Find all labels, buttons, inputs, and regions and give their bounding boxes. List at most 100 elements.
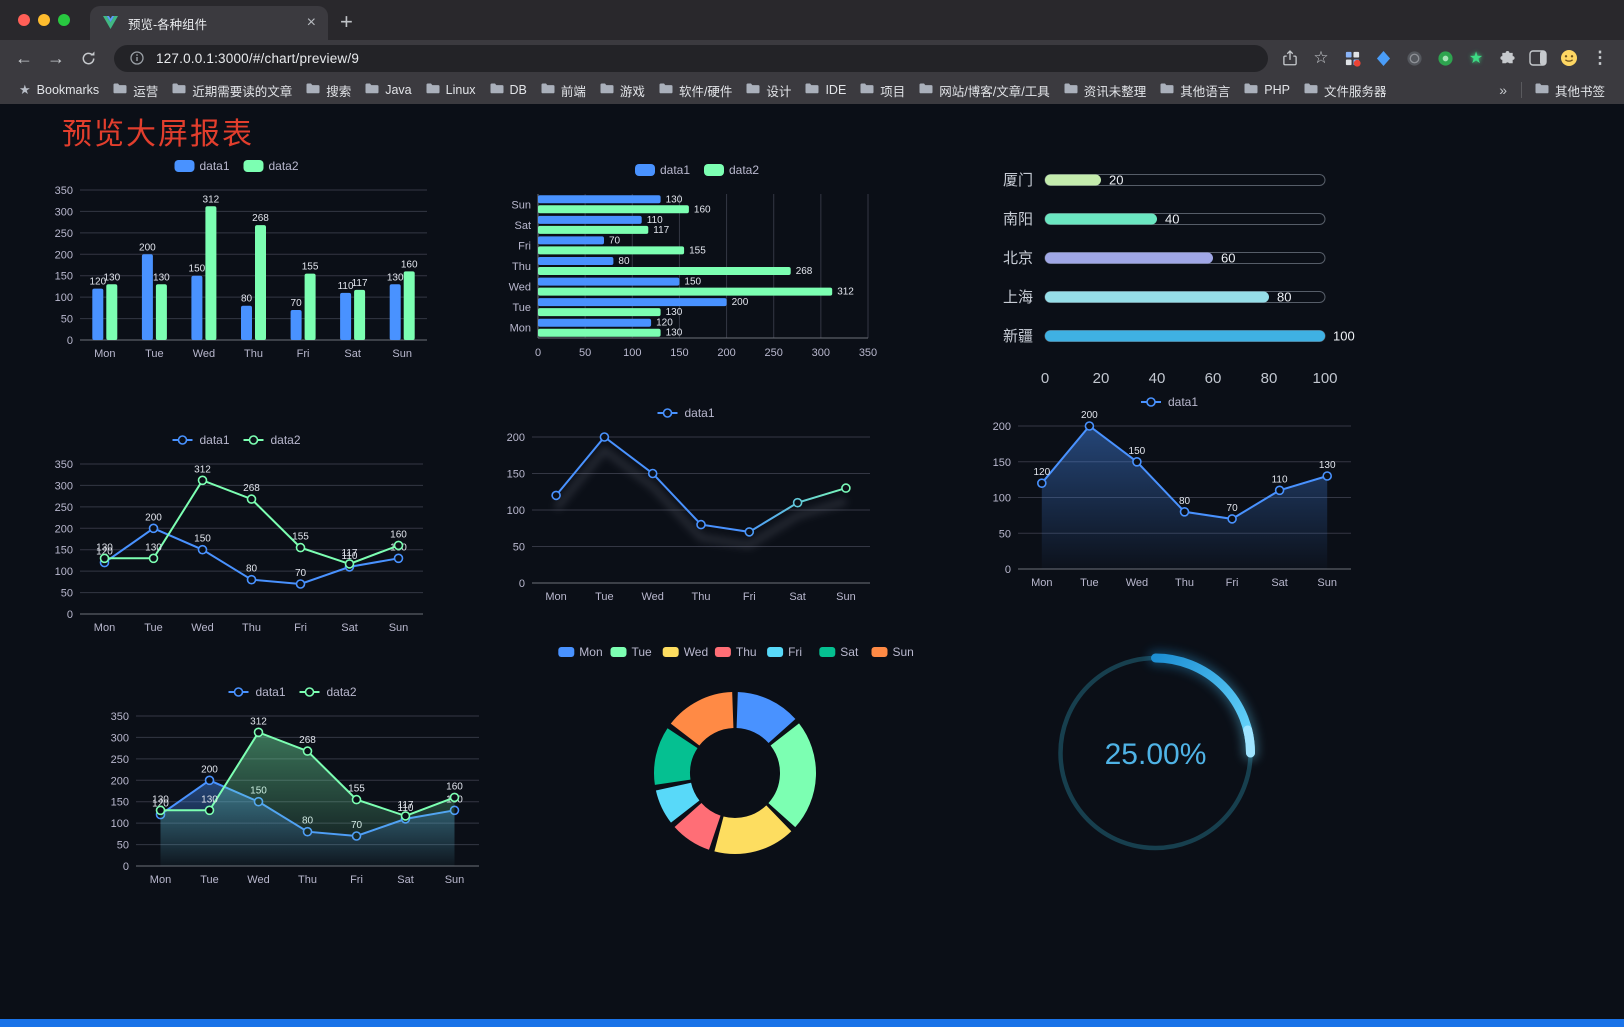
svg-text:Fri: Fri xyxy=(518,240,531,252)
chart-dual-line[interactable]: data1 data2 0 50 100 150 200 250 300 350 Mon Tue Wed… xyxy=(40,422,435,644)
svg-text:160: 160 xyxy=(446,781,463,792)
chart-city-progress[interactable]: 厦门 20 南阳 40 北京 60 上海 80 新疆 100 0 20 40 60 80 100 xyxy=(985,156,1367,396)
bookmark-folder-item[interactable]: 其他语言 xyxy=(1153,78,1237,103)
extension-globe-icon[interactable] xyxy=(1404,48,1424,68)
chart-percent-gauge[interactable]: 25.00% xyxy=(1038,638,1273,868)
svg-text:Mon: Mon xyxy=(510,323,531,335)
svg-text:80: 80 xyxy=(1277,290,1291,305)
chart-single-line[interactable]: data1 0 50 100 150 200 Mon Tue Wed Thu Fri Sat Sun xyxy=(492,395,882,613)
svg-text:Fri: Fri xyxy=(1226,577,1239,589)
browser-tab[interactable]: 预览-各种组件 × xyxy=(90,6,328,40)
extensions-puzzle-icon[interactable] xyxy=(1497,48,1517,68)
svg-text:data1: data1 xyxy=(200,159,230,173)
svg-text:150: 150 xyxy=(1129,446,1146,457)
svg-text:Thu: Thu xyxy=(512,261,531,273)
chart-single-area[interactable]: data1 0 50 100 150 200 Mon Tue Wed Thu Fri Sat Sun 12… xyxy=(978,384,1363,599)
svg-text:200: 200 xyxy=(993,421,1011,433)
bookmark-label: 文件服务器 xyxy=(1323,84,1387,99)
folder-icon xyxy=(1304,83,1318,97)
svg-text:Mon: Mon xyxy=(94,622,115,634)
svg-text:新疆: 新疆 xyxy=(1003,328,1033,345)
chart-weekday-donut[interactable]: Mon Tue Wed Thu Fri Sat Sun xyxy=(540,638,930,878)
bookmark-folder-item[interactable]: 运营 xyxy=(106,78,165,103)
bookmark-folder-item[interactable]: 网站/博客/文章/工具 xyxy=(912,78,1056,103)
bookmark-folder-item[interactable]: IDE xyxy=(798,80,853,100)
zoom-window-button[interactable] xyxy=(58,14,70,26)
extension-kite-icon[interactable] xyxy=(1373,48,1393,68)
page-info-icon[interactable] xyxy=(127,48,147,68)
new-tab-button[interactable]: + xyxy=(340,9,353,34)
svg-text:data1: data1 xyxy=(1168,395,1198,409)
extension-green-star-icon[interactable]: ★ xyxy=(1468,50,1484,67)
bookmark-label: 资讯未整理 xyxy=(1083,84,1147,99)
svg-text:200: 200 xyxy=(139,242,156,253)
svg-text:Tue: Tue xyxy=(200,874,219,886)
bookmark-folder-item[interactable]: Java xyxy=(358,80,418,100)
svg-text:50: 50 xyxy=(61,314,73,326)
tab-strip: 预览-各种组件 × + xyxy=(0,0,1624,40)
folder-icon xyxy=(659,83,673,97)
bookmark-folder-item[interactable]: 游戏 xyxy=(593,78,652,103)
back-button[interactable]: ← xyxy=(15,47,33,68)
svg-text:130: 130 xyxy=(103,272,120,283)
minimize-window-button[interactable] xyxy=(38,14,50,26)
svg-text:Tue: Tue xyxy=(1080,577,1099,589)
svg-text:Thu: Thu xyxy=(1175,577,1194,589)
folder-icon xyxy=(365,83,379,97)
svg-text:Tue: Tue xyxy=(632,645,653,659)
bookmarks-overflow-chevron[interactable]: » xyxy=(1499,82,1507,98)
svg-text:data1: data1 xyxy=(685,406,715,420)
bookmark-folder-item[interactable]: PHP xyxy=(1237,80,1297,100)
svg-text:150: 150 xyxy=(111,797,129,809)
other-bookmarks-item[interactable]: 其他书签 xyxy=(1528,78,1612,103)
extension-grid-icon[interactable] xyxy=(1342,48,1362,68)
svg-text:130: 130 xyxy=(666,307,683,318)
city-progress-svg: 厦门 20 南阳 40 北京 60 上海 80 新疆 100 0 20 40 60 80 100 xyxy=(1003,172,1355,387)
svg-text:60: 60 xyxy=(1221,251,1235,266)
page-content: 预览大屏报表 data1 data2 0 50 100 150 200 250 300 350 Mo… xyxy=(0,104,1624,1027)
svg-text:130: 130 xyxy=(152,794,169,805)
browser-menu-icon[interactable]: ⋮ xyxy=(1591,48,1609,67)
single-line-gradient-svg: data1 0 50 100 150 200 Mon Tue Wed Thu Fri Sat Sun xyxy=(507,406,870,603)
svg-text:160: 160 xyxy=(390,529,407,540)
tab-title: 预览-各种组件 xyxy=(128,17,208,32)
bookmark-folder-item[interactable]: 前端 xyxy=(534,78,593,103)
tab-close-icon[interactable]: × xyxy=(306,14,316,31)
bookmark-folder-item[interactable]: 项目 xyxy=(853,78,912,103)
bookmark-folder-item[interactable]: 近期需要读的文章 xyxy=(165,78,299,103)
reload-button[interactable] xyxy=(74,44,102,72)
svg-text:130: 130 xyxy=(145,542,162,553)
folder-icon xyxy=(426,83,440,97)
svg-text:40: 40 xyxy=(1165,212,1179,227)
bookmark-folder-item[interactable]: 搜索 xyxy=(299,78,358,103)
svg-text:25.00%: 25.00% xyxy=(1105,738,1207,771)
bookmark-folder-item[interactable]: Linux xyxy=(419,80,483,100)
bookmarks-root-item[interactable]: ★ Bookmarks xyxy=(12,79,106,101)
chart-dual-area[interactable]: data1 data2 0 50 100 150 200 250 300 350 Mon Tue Wed… xyxy=(96,674,491,896)
bookmark-folder-item[interactable]: 设计 xyxy=(739,78,798,103)
bookmarks-bar: ★ Bookmarks 运营 近期需要读的文章 搜索 Java Linux DB 前端 游戏 软… xyxy=(0,76,1624,104)
extension-green-circle-icon[interactable] xyxy=(1435,48,1455,68)
forward-button[interactable]: → xyxy=(47,47,65,68)
svg-text:268: 268 xyxy=(299,735,316,746)
close-window-button[interactable] xyxy=(18,14,30,26)
bookmark-folder-item[interactable]: DB xyxy=(483,80,534,100)
bookmark-label: Linux xyxy=(445,83,476,97)
bookmark-star-icon[interactable]: ☆ xyxy=(1313,48,1329,67)
url-bar[interactable]: 127.0.0.1:3000/#/chart/preview/9 xyxy=(114,44,1268,72)
svg-text:80: 80 xyxy=(618,256,630,267)
sidebar-toggle-icon[interactable] xyxy=(1528,48,1548,68)
bookmark-folder-item[interactable]: 文件服务器 xyxy=(1297,78,1394,103)
bookmark-folder-item[interactable]: 软件/硬件 xyxy=(652,78,739,103)
svg-text:150: 150 xyxy=(670,347,688,359)
profile-avatar[interactable] xyxy=(1559,48,1579,68)
share-icon[interactable] xyxy=(1280,48,1300,68)
bookmark-folder-item[interactable]: 资讯未整理 xyxy=(1057,78,1154,103)
svg-text:350: 350 xyxy=(859,347,877,359)
chart-horizontal-bar[interactable]: data1 data2 0 50 100 150 200 250 300 350 Mon 120 130… xyxy=(498,152,898,370)
svg-text:200: 200 xyxy=(507,432,525,444)
chart-grouped-bar[interactable]: data1 data2 0 50 100 150 200 250 300 350 Mon 120 130… xyxy=(40,148,435,370)
svg-text:Wed: Wed xyxy=(191,622,213,634)
svg-text:Fri: Fri xyxy=(788,645,802,659)
svg-text:0: 0 xyxy=(1041,370,1049,387)
